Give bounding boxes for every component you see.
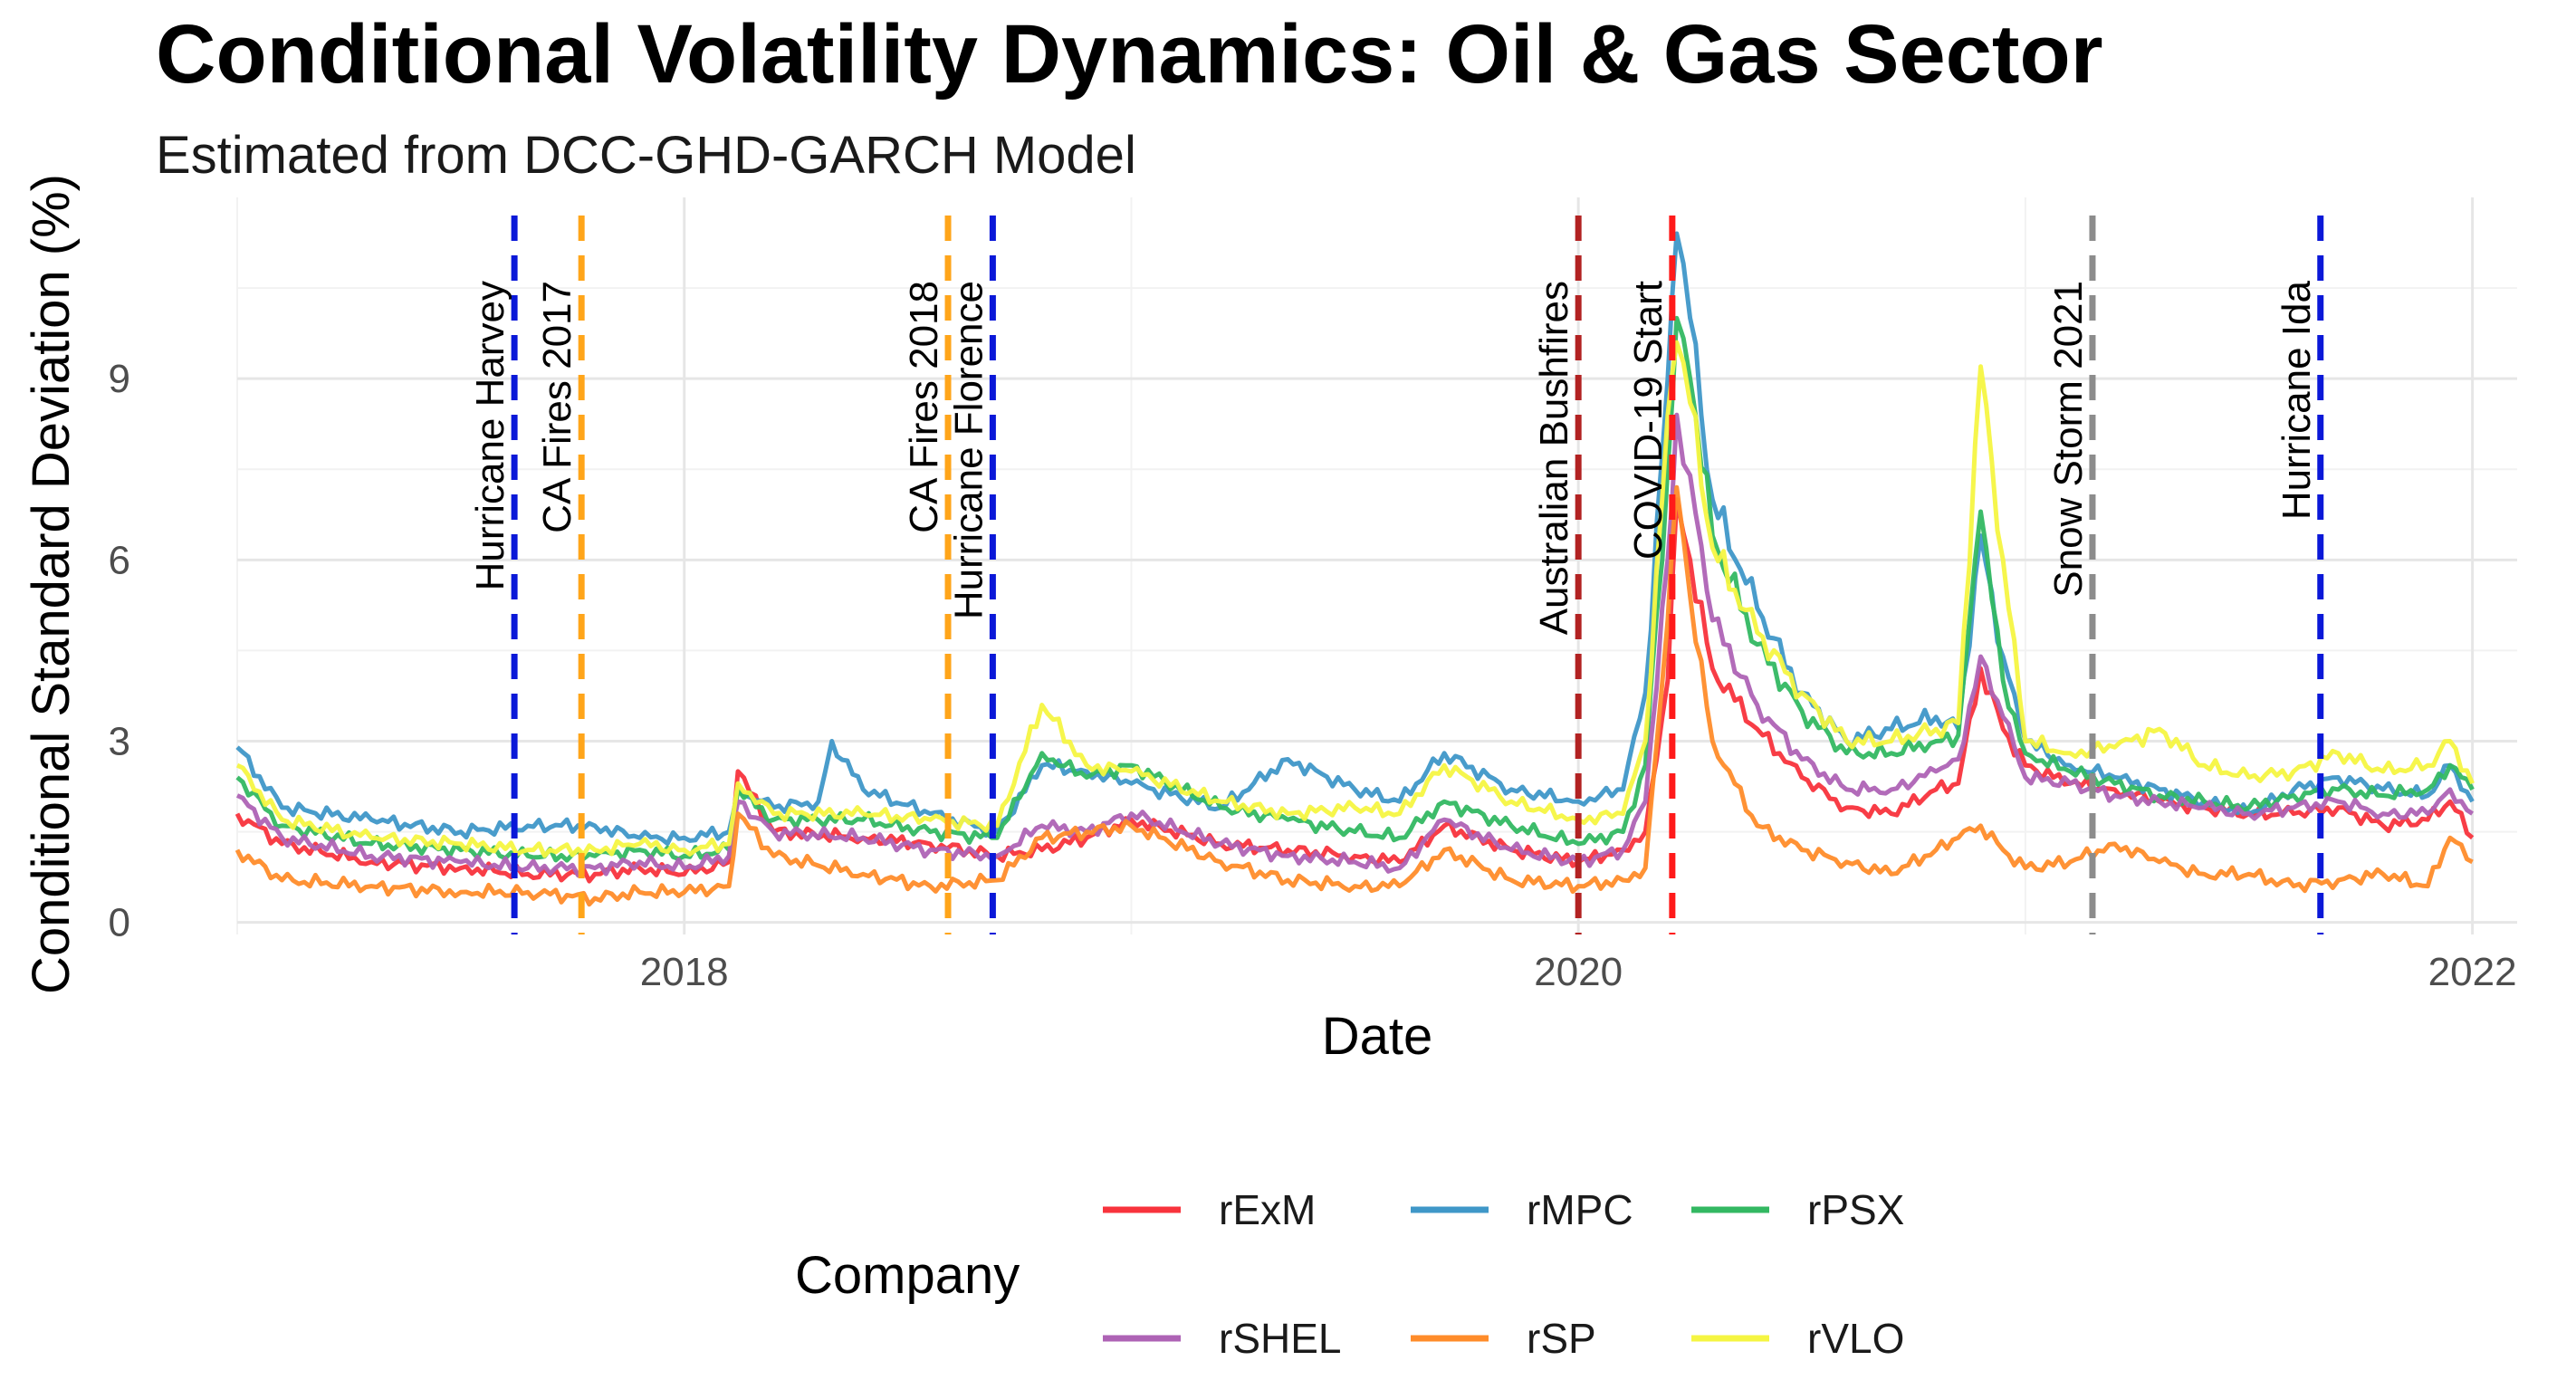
chart-subtitle: Estimated from DCC-GHD-GARCH Model xyxy=(156,126,1136,185)
axis-ticks: 0 3 6 9 2018 2020 2022 xyxy=(109,357,2517,994)
event-label: Australian Bushfires xyxy=(1532,281,1576,635)
grid-lines xyxy=(236,197,2517,934)
legend-title: Company xyxy=(795,1246,1020,1305)
x-axis-title: Date xyxy=(1322,1007,1433,1066)
legend-label-rExM: rExM xyxy=(1219,1186,1316,1233)
x-tick-label: 2020 xyxy=(1534,950,1623,994)
event-label: Hurricane Ida xyxy=(2274,280,2319,520)
y-tick-label: 6 xyxy=(109,538,130,582)
y-tick-label: 0 xyxy=(109,901,130,945)
event-label: COVID-19 Start xyxy=(1626,281,1671,560)
legend-label-rVLO: rVLO xyxy=(1807,1315,1904,1362)
legend-label-rMPC: rMPC xyxy=(1527,1186,1633,1233)
x-tick-label: 2022 xyxy=(2428,950,2517,994)
series-line-rSHEL xyxy=(235,412,2474,878)
event-label: CA Fires 2017 xyxy=(535,281,579,533)
y-axis-title: Conditional Standard Deviation (%) xyxy=(22,174,81,994)
series-line-rSP xyxy=(235,484,2474,907)
y-tick-label: 3 xyxy=(109,719,130,763)
series-line-rVLO xyxy=(235,340,2475,858)
event-label: Hurricane Florence xyxy=(946,281,991,619)
event-label: Hurricane Harvey xyxy=(468,281,512,590)
chart-title: Conditional Volatility Dynamics: Oil & G… xyxy=(156,8,2103,101)
legend-label-rSP: rSP xyxy=(1527,1315,1596,1362)
event-label: Snow Storm 2021 xyxy=(2046,281,2091,598)
event-label: CA Fires 2018 xyxy=(902,281,946,533)
series-lines xyxy=(235,231,2475,907)
legend-label-rSHEL: rSHEL xyxy=(1219,1315,1341,1362)
y-tick-label: 9 xyxy=(109,357,130,401)
event-markers: Hurricane Harvey CA Fires 2017 CA Fires 20… xyxy=(468,216,2324,934)
x-tick-label: 2018 xyxy=(640,950,729,994)
legend: Company rExM rMPC rPSX rSHEL rSP rVLO xyxy=(795,1186,1904,1362)
legend-label-rPSX: rPSX xyxy=(1807,1186,1904,1233)
series-line-rExM xyxy=(235,497,2475,884)
series-line-rMPC xyxy=(235,231,2475,847)
